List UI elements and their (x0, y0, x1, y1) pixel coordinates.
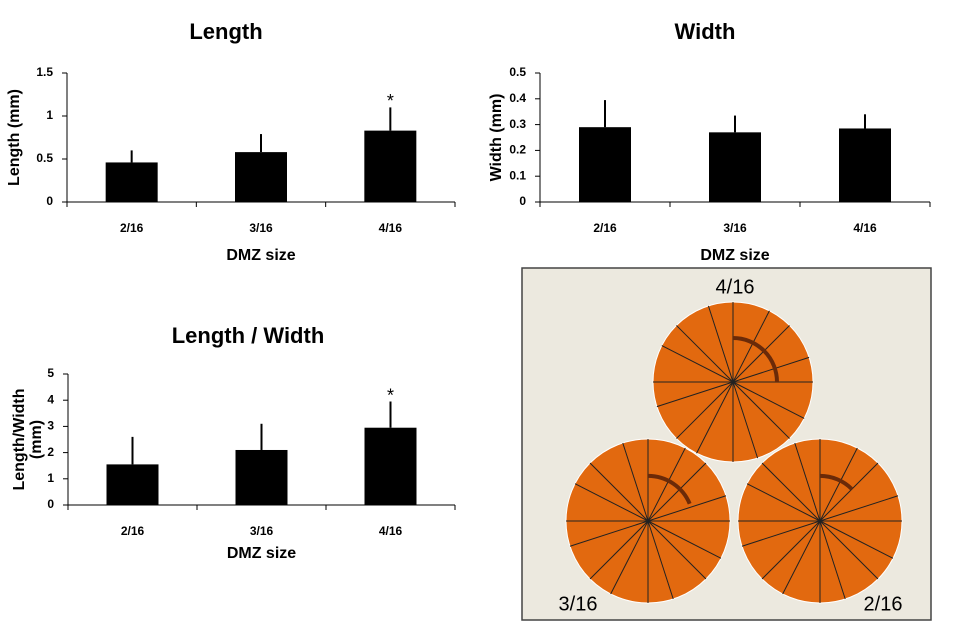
chart-title: Length / Width (172, 323, 325, 348)
sector-line (819, 495, 899, 522)
sector-line (676, 381, 734, 439)
x-axis-label: DMZ size (227, 545, 296, 562)
sector-line (647, 462, 707, 522)
sector-line (647, 495, 727, 522)
sector-line (676, 325, 734, 383)
sector-line (819, 520, 846, 600)
dmz-arc (732, 336, 779, 383)
y-tick-label: 0.3 (509, 117, 526, 131)
y-tick-label: 0.2 (509, 143, 526, 157)
x-tick-label: 4/16 (853, 221, 877, 235)
y-tick-label: 2 (47, 445, 54, 459)
sector-line (707, 305, 734, 383)
significance-mark: * (387, 91, 394, 111)
bar (364, 427, 417, 505)
y-tick-label: 3 (47, 419, 54, 433)
sector-line (794, 442, 821, 522)
bar (579, 127, 631, 202)
diagram-label: 4/16 (716, 276, 755, 298)
dmz-diagram: 4/16 3/16 2/16 (521, 267, 932, 621)
sector-line (761, 462, 821, 522)
x-tick-label: 3/16 (723, 221, 747, 235)
chart-title: Width (675, 19, 736, 44)
sector-line (819, 447, 858, 522)
sector-line (782, 520, 821, 595)
sector-line (819, 462, 879, 522)
y-axis-label: Width (mm) (488, 94, 505, 182)
sector-line (761, 520, 821, 580)
sector-line (589, 462, 649, 522)
y-tick-label: 0.4 (509, 91, 526, 105)
sector-line (732, 356, 810, 383)
y-tick-label: 0 (46, 194, 53, 208)
dmz-arc (819, 473, 854, 491)
x-axis-label: DMZ size (700, 247, 769, 264)
sector-line (589, 520, 649, 580)
sector-line (732, 310, 770, 383)
x-tick-label: 4/16 (379, 524, 403, 538)
significance-mark: * (387, 385, 394, 405)
x-tick-label: 2/16 (120, 221, 144, 235)
sector-line (661, 345, 734, 383)
sector-line (647, 447, 686, 522)
sector-line (622, 442, 649, 522)
y-axis-label: (mm) (28, 420, 45, 459)
sector-line (819, 520, 894, 559)
x-tick-label: 4/16 (379, 221, 403, 235)
sector-line (732, 381, 790, 439)
sector-line (574, 483, 649, 522)
y-tick-label: 1.5 (36, 65, 53, 79)
x-tick-label: 2/16 (593, 221, 617, 235)
x-tick-label: 3/16 (250, 524, 274, 538)
bar (105, 162, 158, 202)
y-tick-label: 0.1 (509, 168, 526, 182)
sector-line (656, 381, 734, 408)
bar (839, 128, 891, 202)
y-tick-label: 4 (47, 392, 54, 406)
bar (106, 464, 159, 505)
x-tick-label: 2/16 (121, 524, 145, 538)
y-tick-label: 5 (47, 366, 54, 380)
bar (235, 449, 288, 505)
diagram-label: 2/16 (864, 593, 903, 615)
y-axis-label: Length/Width (11, 388, 28, 490)
y-tick-label: 0 (47, 497, 54, 511)
sector-line (741, 520, 821, 547)
sector-line (819, 520, 879, 580)
sector-line (732, 381, 805, 419)
sector-line (732, 381, 759, 459)
x-axis-label: DMZ size (226, 247, 295, 264)
x-tick-label: 3/16 (249, 221, 273, 235)
sector-line (746, 483, 821, 522)
y-tick-label: 0.5 (509, 65, 526, 79)
chart-title: Length (189, 19, 262, 44)
y-tick-label: 0.5 (36, 151, 53, 165)
y-tick-label: 0 (519, 194, 526, 208)
sector-line (647, 520, 707, 580)
y-tick-label: 1 (46, 108, 53, 122)
sector-line (696, 381, 734, 454)
sector-line (732, 325, 790, 383)
bar (235, 152, 287, 202)
sector-line (647, 520, 722, 559)
sector-line (647, 520, 674, 600)
y-axis-label: Length (mm) (6, 89, 23, 186)
diagram-label: 3/16 (559, 593, 598, 615)
bar (364, 130, 417, 202)
sector-line (610, 520, 649, 595)
bar (709, 132, 761, 202)
sector-line (569, 520, 649, 547)
dmz-arc (647, 473, 692, 505)
y-tick-label: 1 (47, 471, 54, 485)
